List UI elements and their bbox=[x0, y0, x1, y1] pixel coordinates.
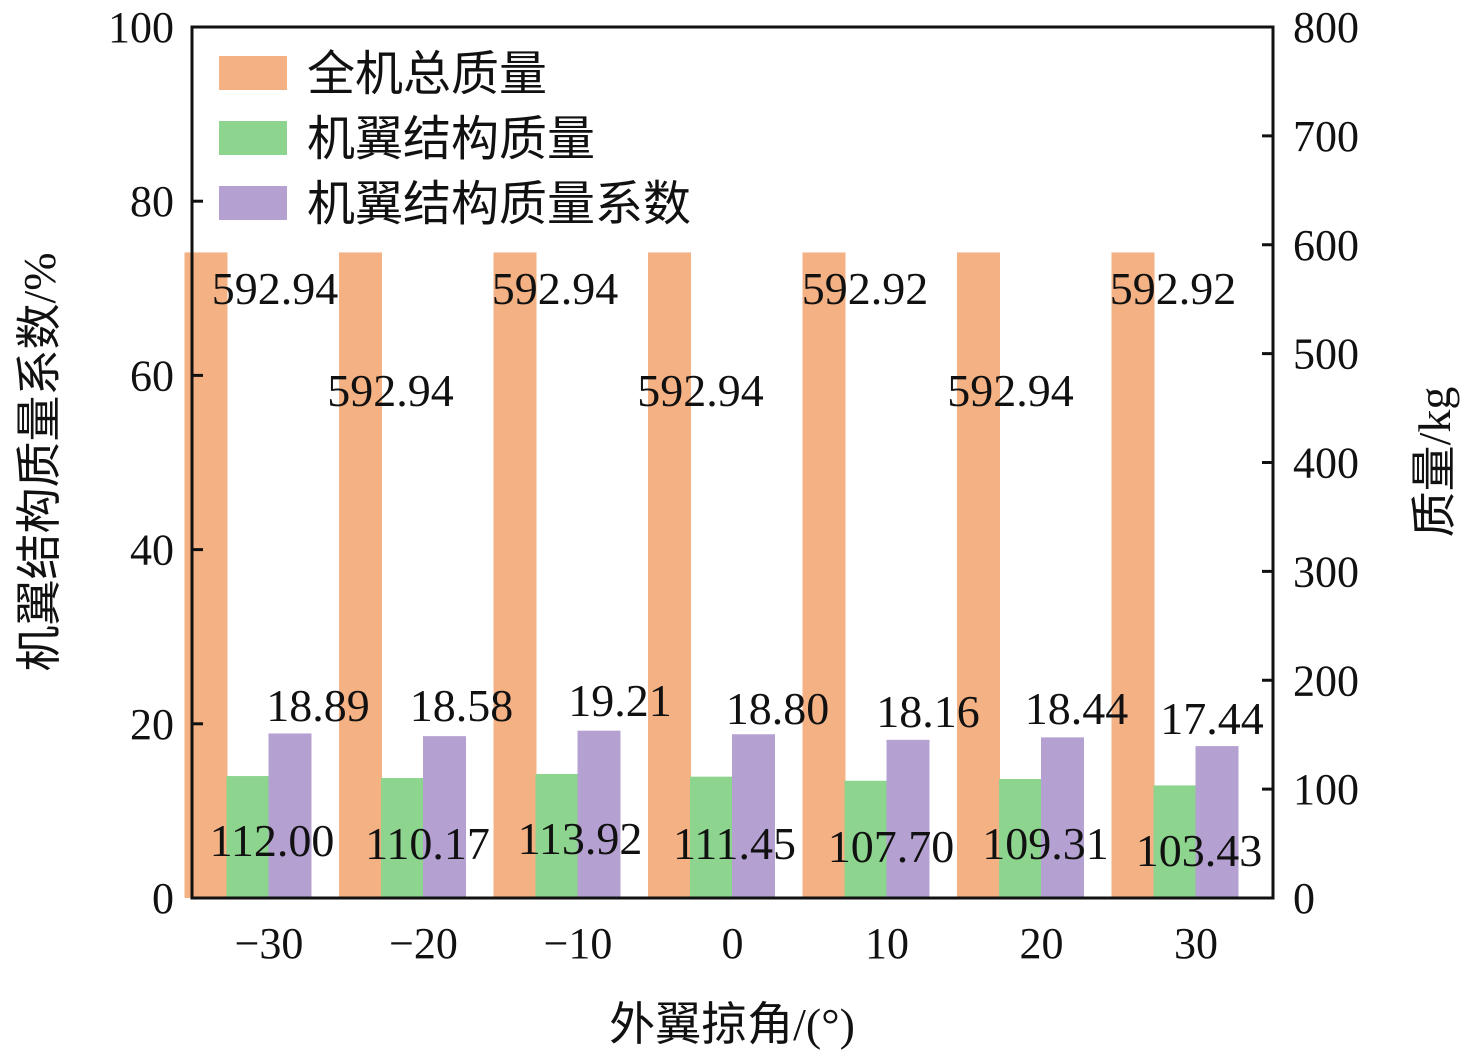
data-label: 592.94 bbox=[492, 263, 619, 314]
y-tick-label: 100 bbox=[108, 3, 174, 52]
bar-series2-5 bbox=[1041, 737, 1084, 898]
data-label: 592.94 bbox=[947, 365, 1074, 416]
bar-series1-0 bbox=[226, 776, 270, 898]
ticks: −30 −20 −10 0 10 20 30020406080100010020030040… bbox=[108, 3, 1359, 968]
bar-series2-6 bbox=[1195, 746, 1239, 898]
data-label: 592.94 bbox=[212, 263, 339, 314]
x-tick-label: −20 bbox=[389, 919, 458, 968]
bar-series1-5 bbox=[999, 778, 1042, 898]
bar-series0-5 bbox=[957, 252, 1000, 898]
y-axis-label-left: 机翼结构质量系数/% bbox=[14, 252, 65, 671]
data-label: 107.70 bbox=[828, 821, 955, 872]
bar-series0-6 bbox=[1111, 252, 1155, 898]
data-label: 18.80 bbox=[726, 683, 830, 734]
legend-label: 机翼结构质量系数 bbox=[307, 178, 691, 231]
y-tick-label: 20 bbox=[130, 700, 174, 749]
x-axis-label: 外翼掠角/(°) bbox=[609, 999, 855, 1050]
bar-series0-4 bbox=[802, 252, 846, 898]
data-label: 111.45 bbox=[673, 818, 796, 869]
bar-series2-4 bbox=[886, 739, 930, 898]
data-label: 19.21 bbox=[568, 675, 672, 726]
data-label: 17.44 bbox=[1160, 693, 1264, 744]
y-tick-label: 40 bbox=[130, 526, 174, 575]
bar-series2-0 bbox=[268, 733, 312, 898]
bar-series1-3 bbox=[690, 776, 733, 898]
bar-series1-1 bbox=[381, 778, 424, 898]
y-axis-label-right: 质量/kg bbox=[1409, 387, 1460, 538]
y-right-tick-label: 200 bbox=[1293, 656, 1359, 705]
y-tick-label: 60 bbox=[130, 351, 174, 400]
bar-series2-3 bbox=[732, 734, 775, 898]
x-tick-label: −10 bbox=[544, 919, 613, 968]
bar-series0-3 bbox=[648, 252, 691, 898]
x-tick-label: 10 bbox=[865, 919, 909, 968]
x-tick-label: 20 bbox=[1020, 919, 1064, 968]
data-label: 113.92 bbox=[518, 813, 643, 864]
data-label: 109.31 bbox=[982, 818, 1109, 869]
data-label: 18.58 bbox=[410, 680, 514, 731]
data-labels: 592.94 592.94 592.94 592.94 592.92 592.94 592.… bbox=[210, 263, 1264, 876]
bars bbox=[184, 252, 1239, 898]
bar-series1-6 bbox=[1153, 785, 1197, 898]
data-label: 592.92 bbox=[1110, 263, 1237, 314]
legend-swatch-0 bbox=[219, 56, 287, 90]
bar-series1-2 bbox=[535, 773, 579, 898]
y-right-tick-label: 400 bbox=[1293, 439, 1359, 488]
y-right-tick-label: 100 bbox=[1293, 765, 1359, 814]
data-label: 592.94 bbox=[637, 365, 764, 416]
bar-series0-2 bbox=[493, 252, 537, 898]
data-label: 110.17 bbox=[365, 818, 490, 869]
data-label: 18.89 bbox=[266, 680, 370, 731]
legend-swatch-2 bbox=[219, 186, 287, 220]
bar-series2-1 bbox=[423, 736, 466, 898]
y-right-tick-label: 600 bbox=[1293, 221, 1359, 270]
y-right-tick-label: 300 bbox=[1293, 547, 1359, 596]
y-right-tick-label: 500 bbox=[1293, 330, 1359, 379]
y-tick-label: 80 bbox=[130, 177, 174, 226]
x-tick-label: 30 bbox=[1174, 919, 1218, 968]
data-label: 592.92 bbox=[802, 263, 929, 314]
legend-label: 机翼结构质量 bbox=[307, 113, 595, 166]
data-label: 592.94 bbox=[327, 365, 454, 416]
data-label: 18.44 bbox=[1025, 683, 1129, 734]
x-tick-label: 0 bbox=[722, 919, 744, 968]
y-tick-label: 0 bbox=[152, 874, 174, 923]
legend-swatch-1 bbox=[219, 121, 287, 155]
y-right-tick-label: 700 bbox=[1293, 112, 1359, 161]
bar-series2-2 bbox=[577, 730, 621, 898]
data-label: 112.00 bbox=[210, 815, 335, 866]
data-label: 18.16 bbox=[876, 686, 980, 737]
x-tick-label: −30 bbox=[235, 919, 304, 968]
legend-label: 全机总质量 bbox=[307, 48, 547, 101]
y-right-tick-label: 800 bbox=[1293, 3, 1359, 52]
data-label: 103.43 bbox=[1136, 825, 1263, 876]
bar-series1-4 bbox=[844, 780, 888, 898]
y-right-tick-label: 0 bbox=[1293, 874, 1315, 923]
bar-series0-1 bbox=[339, 252, 382, 898]
